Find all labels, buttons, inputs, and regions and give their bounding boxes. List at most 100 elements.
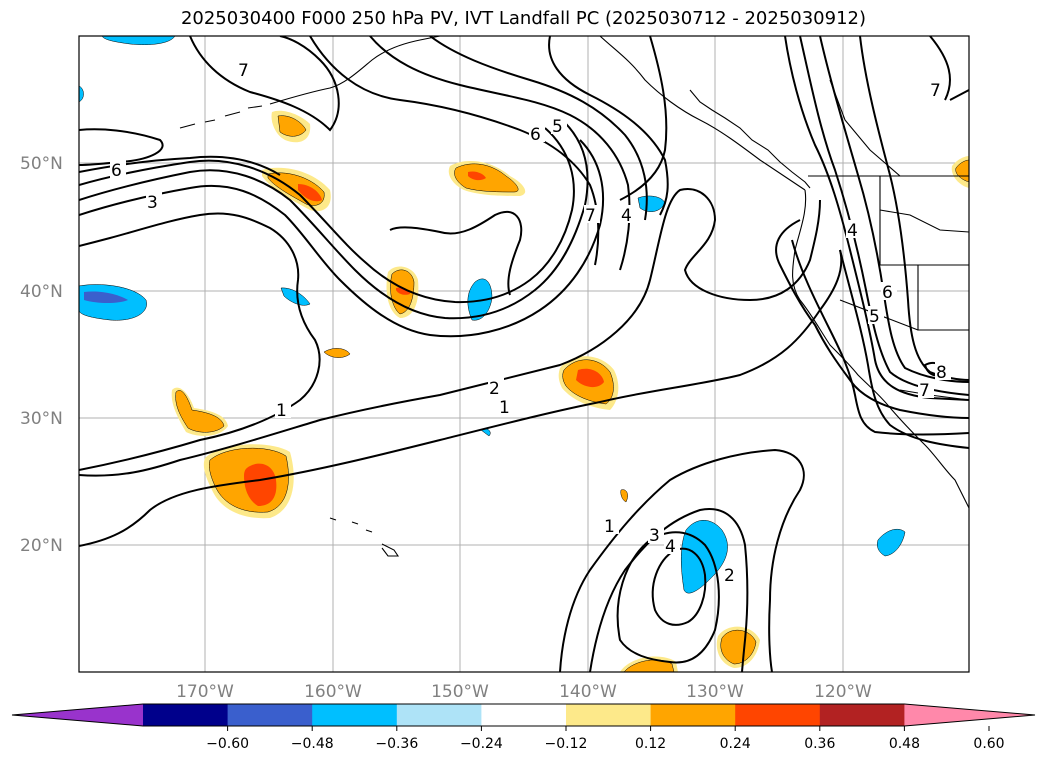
map-frame	[78, 35, 970, 673]
contour-3	[775, 219, 969, 419]
pv-positive-region	[720, 630, 757, 665]
pv-positive-region	[468, 171, 486, 181]
colorbar-segment	[735, 704, 821, 726]
contour-label: 5	[552, 117, 563, 137]
contour-label: 7	[585, 206, 596, 226]
contour-label: 6	[530, 125, 541, 145]
contour-label: 8	[936, 363, 947, 383]
contour-1	[559, 448, 805, 672]
lon-label-130w: 130°W	[686, 682, 744, 702]
contour-1	[839, 249, 969, 449]
colorbar-tick-label: −0.48	[291, 736, 334, 752]
lon-label-150w: 150°W	[431, 682, 489, 702]
colorbar-segment	[143, 704, 229, 726]
pv-positive-region	[454, 163, 519, 193]
contour-label: 6	[882, 283, 893, 303]
contour-label: 4	[621, 206, 632, 226]
colorbar-tick-label: −0.12	[545, 736, 588, 752]
ivt-contours	[79, 36, 969, 672]
contour-4	[548, 36, 669, 216]
hawaii-islands	[329, 517, 400, 557]
pv-positive-region	[298, 184, 322, 202]
contour-label: 5	[869, 307, 880, 327]
colorbar-tick-label: −0.60	[206, 736, 249, 752]
pv-negative-region	[280, 287, 311, 306]
aleutian-islands	[179, 105, 263, 129]
colorbar: −0.60 −0.48 −0.36 −0.24 −0.12 0.12 0.24 0.36 0.4…	[11, 703, 1036, 752]
contour-3	[619, 36, 668, 201]
colorbar-tick-label: −0.36	[375, 736, 418, 752]
contour-label: 1	[276, 401, 287, 421]
pv-negative-region	[101, 36, 176, 45]
pv-positive-region	[244, 463, 277, 506]
contour-7	[309, 36, 600, 266]
contour-4	[651, 547, 707, 626]
contour-6	[819, 36, 969, 383]
contour-3	[79, 139, 604, 338]
colorbar-tick-label: 0.36	[804, 736, 835, 752]
lat-label-40n: 40°N	[20, 282, 63, 302]
alaska-coast	[269, 36, 441, 105]
bc-coast	[689, 89, 811, 189]
colorbar-tick-label: 0.48	[889, 736, 920, 752]
colorbar-tick-label: 0.24	[720, 736, 751, 752]
pv-negative-core	[84, 291, 128, 303]
contour-4	[79, 117, 589, 320]
contour-label: 3	[649, 526, 660, 546]
lat-label-30n: 30°N	[20, 409, 63, 429]
contour-label: 4	[665, 537, 676, 557]
pv-negative-region	[877, 529, 906, 557]
contour-6	[79, 128, 164, 166]
contour-inner-low	[389, 210, 523, 296]
colorbar-segment	[312, 704, 398, 726]
longitude-labels: 170°W 160°W 150°W 140°W 130°W 120°W	[176, 682, 872, 702]
colorbar-segment	[396, 704, 482, 726]
colorbar-tick-label: 0.12	[635, 736, 666, 752]
gridlines	[79, 36, 969, 672]
pv-positive-region	[175, 390, 225, 433]
contour-label: 7	[238, 61, 249, 81]
lon-label-120w: 120°W	[814, 682, 872, 702]
state-border	[879, 209, 969, 233]
colorbar-segment	[650, 704, 736, 726]
contour-2	[79, 188, 821, 477]
map-area: 1 1 2 3 6 6 5 7 7 4 4 5 6 7	[79, 36, 969, 672]
contour-1	[79, 212, 321, 471]
contour-2	[589, 508, 749, 672]
contour-5	[429, 36, 648, 221]
west-coast-us	[792, 189, 969, 509]
lon-label-160w: 160°W	[304, 682, 362, 702]
lon-label-170w: 170°W	[176, 682, 234, 702]
contour-3	[616, 531, 720, 664]
pv-positive-region	[620, 489, 628, 503]
contour-7	[859, 36, 969, 381]
pv-negative-region	[681, 520, 728, 594]
lon-label-140w: 140°W	[559, 682, 617, 702]
contour-label: 4	[847, 221, 858, 241]
map-title: 2025030400 F000 250 hPa PV, IVT Landfall…	[180, 8, 867, 29]
pv-positive-region	[323, 348, 351, 358]
colorbar-segment	[481, 704, 567, 726]
contour-label: 7	[930, 81, 941, 101]
contour-5	[799, 36, 969, 396]
alaska-panhandle-coast	[599, 36, 806, 191]
contour-6	[79, 155, 281, 176]
contour-label-group: 1 1 2 3 6 6 5 7 7 4 4 5 6 7	[110, 60, 951, 586]
contour-label: 3	[147, 193, 158, 213]
contour-1	[79, 249, 843, 547]
colorbar-segment	[566, 704, 652, 726]
colorbar-extend-max	[904, 704, 1035, 726]
contour-5	[79, 127, 575, 304]
colorbar-tick-label: −0.24	[460, 736, 503, 752]
colorbar-tick-label: 0.60	[973, 736, 1004, 752]
contour-label: 6	[111, 161, 122, 181]
pv-positive-region	[277, 115, 307, 137]
colorbar-segment	[227, 704, 313, 726]
contour-label: 1	[604, 517, 615, 537]
contour-label: 2	[489, 379, 500, 399]
lat-label-50n: 50°N	[20, 154, 63, 174]
contour-4	[784, 36, 969, 401]
colorbar-segment	[819, 704, 905, 726]
contour-label: 2	[724, 566, 735, 586]
